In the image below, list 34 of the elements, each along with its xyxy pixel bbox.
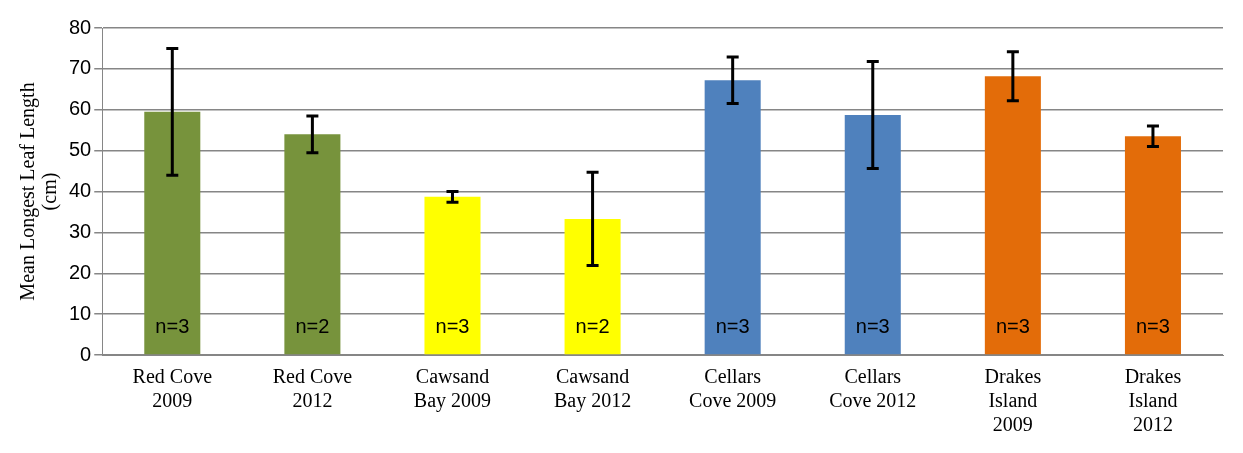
y-axis-title: Mean Longest Leaf Length (cm)	[16, 82, 62, 301]
annotation: n=3	[855, 314, 890, 337]
y-tick-label: 50	[69, 138, 92, 161]
y-tick-label: 40	[69, 179, 92, 202]
bar	[984, 76, 1041, 355]
annotation: n=3	[155, 314, 190, 337]
x-tick-label: Red Cove 2009	[132, 365, 213, 412]
x-tick-label: Drakes Island 2009	[984, 365, 1042, 436]
bar	[844, 115, 901, 355]
bar	[704, 80, 761, 355]
x-tick-label: Drakes Island 2012	[1124, 365, 1182, 436]
bar	[564, 218, 621, 355]
x-tick-label: Red Cove 2012	[272, 365, 353, 412]
annotation: n=3	[995, 314, 1030, 337]
y-tick-label: 30	[69, 219, 92, 242]
x-tick-label: Cawsand Bay 2009	[413, 365, 492, 413]
y-tick-label: 60	[69, 97, 92, 120]
bar	[284, 134, 341, 355]
annotation: n=3	[435, 314, 470, 337]
bar	[144, 111, 201, 355]
y-tick-label: 80	[69, 15, 92, 38]
y-tick-label: 10	[69, 301, 92, 324]
y-tick-label: 20	[69, 260, 92, 283]
y-tick-label: 0	[80, 342, 92, 365]
y-tick-label: 70	[69, 56, 92, 79]
x-tick-label: Cawsand Bay 2012	[553, 365, 632, 413]
bar	[1124, 136, 1181, 355]
x-tick-label: Cellars Cove 2009	[689, 365, 777, 412]
bar	[424, 196, 481, 355]
annotation: n=2	[575, 314, 610, 337]
annotation: n=3	[1135, 314, 1170, 337]
annotation: n=2	[295, 314, 330, 337]
annotation: n=3	[715, 314, 750, 337]
x-tick-label: Cellars Cove 2012	[829, 365, 917, 412]
